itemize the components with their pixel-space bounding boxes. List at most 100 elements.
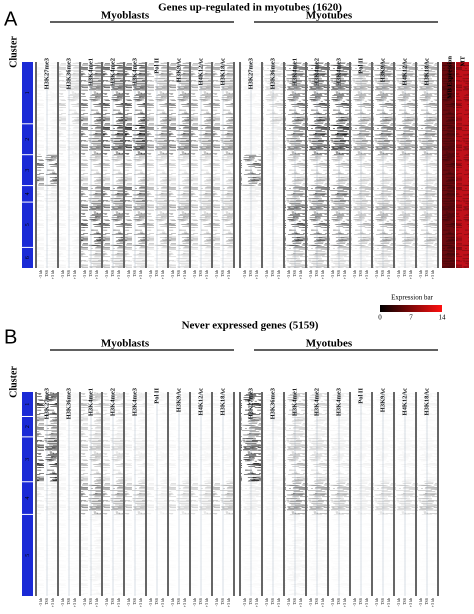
row-axis-label: Cluster bbox=[8, 36, 19, 68]
column-axis-label: -3 kb bbox=[38, 598, 43, 606]
column-axis-label: +3 kb bbox=[430, 598, 435, 607]
column-axis-label: TSS bbox=[176, 598, 181, 605]
column-axis-label: TSS bbox=[154, 270, 159, 277]
legend-tick: 0 bbox=[378, 314, 382, 322]
column-axis-label: TSS bbox=[198, 270, 203, 277]
column-axis-label: +3 kb bbox=[226, 598, 231, 607]
legend-tick: 7 bbox=[409, 314, 413, 322]
column-axis-label: -3 kb bbox=[148, 270, 153, 278]
panel-label: A bbox=[4, 8, 18, 30]
column-axis-label: +3 kb bbox=[408, 598, 413, 607]
column-axis-label: -3 kb bbox=[82, 270, 87, 278]
column-axis-label: -3 kb bbox=[330, 270, 335, 278]
column-axis-label: +3 kb bbox=[160, 270, 165, 279]
column-axis-label: -3 kb bbox=[60, 270, 65, 278]
column-axis-label: TSS bbox=[424, 270, 429, 277]
column-axis-label: -3 kb bbox=[330, 598, 335, 606]
column-axis-label: -3 kb bbox=[126, 598, 131, 606]
column-axis-label: TSS bbox=[132, 598, 137, 605]
column-axis-label: +3 kb bbox=[320, 598, 325, 607]
group-label: Myoblasts bbox=[101, 10, 150, 22]
column-axis-label: TSS bbox=[110, 598, 115, 605]
column-axis-label: TSS bbox=[336, 598, 341, 605]
column-axis-label: +3 kb bbox=[182, 270, 187, 279]
column-axis-label: +3 kb bbox=[386, 270, 391, 279]
column-axis-label: TSS bbox=[88, 270, 93, 277]
column-axis-label: -3 kb bbox=[192, 598, 197, 606]
group-label: Myotubes bbox=[306, 338, 353, 350]
column-axis-label: +3 kb bbox=[254, 598, 259, 607]
column-axis-label: TSS bbox=[176, 270, 181, 277]
column-axis-label: +3 kb bbox=[320, 270, 325, 279]
column-axis-label: +3 kb bbox=[160, 598, 165, 607]
column-axis-label: +3 kb bbox=[298, 270, 303, 279]
column-axis-label: TSS bbox=[270, 598, 275, 605]
column-axis-label: -3 kb bbox=[352, 598, 357, 606]
expression-texture bbox=[442, 62, 455, 268]
column-axis-label: +3 kb bbox=[116, 270, 121, 279]
column-axis-label: +3 kb bbox=[386, 598, 391, 607]
column-axis-label: -3 kb bbox=[264, 270, 269, 278]
column-axis-label: -3 kb bbox=[264, 598, 269, 606]
column-axis-label: TSS bbox=[336, 270, 341, 277]
column-axis-label: TSS bbox=[424, 598, 429, 605]
cluster-label: 3 bbox=[25, 169, 31, 172]
column-axis-label: +3 kb bbox=[50, 270, 55, 279]
column-axis-label: -3 kb bbox=[374, 598, 379, 606]
column-axis-label: -3 kb bbox=[104, 598, 109, 606]
group-label: Myotubes bbox=[306, 10, 353, 22]
column-axis-label: +3 kb bbox=[116, 598, 121, 607]
cluster-label: 2 bbox=[25, 425, 31, 428]
column-axis-label: TSS bbox=[402, 270, 407, 277]
column-axis-label: +3 kb bbox=[276, 598, 281, 607]
column-axis-label: TSS bbox=[358, 598, 363, 605]
column-axis-label: -3 kb bbox=[192, 270, 197, 278]
column-axis-label: +3 kb bbox=[342, 270, 347, 279]
column-axis-label: +3 kb bbox=[226, 270, 231, 279]
column-axis-label: -3 kb bbox=[242, 270, 247, 278]
column-axis-label: TSS bbox=[248, 270, 253, 277]
column-axis-label: -3 kb bbox=[170, 270, 175, 278]
column-axis-label: TSS bbox=[292, 598, 297, 605]
column-axis-label: -3 kb bbox=[242, 598, 247, 606]
column-axis-label: TSS bbox=[66, 598, 71, 605]
column-axis-label: +3 kb bbox=[94, 270, 99, 279]
column-axis-label: TSS bbox=[402, 598, 407, 605]
panel-title: Never expressed genes (5159) bbox=[182, 320, 319, 332]
column-axis-label: TSS bbox=[198, 598, 203, 605]
cluster-label: 5 bbox=[25, 554, 31, 557]
column-axis-label: +3 kb bbox=[204, 598, 209, 607]
column-axis-label: +3 kb bbox=[204, 270, 209, 279]
column-axis-label: -3 kb bbox=[126, 270, 131, 278]
column-axis-label: TSS bbox=[314, 270, 319, 277]
column-axis-label: -3 kb bbox=[374, 270, 379, 278]
legend-gradient bbox=[380, 305, 442, 312]
column-axis-label: +3 kb bbox=[276, 270, 281, 279]
column-axis-label: -3 kb bbox=[60, 598, 65, 606]
column-axis-label: TSS bbox=[132, 270, 137, 277]
cluster-label: 3 bbox=[25, 458, 31, 461]
column-axis-label: -3 kb bbox=[82, 598, 87, 606]
column-axis-label: -3 kb bbox=[352, 270, 357, 278]
group-label: Myoblasts bbox=[101, 338, 150, 350]
column-axis-label: +3 kb bbox=[72, 270, 77, 279]
column-axis-label: TSS bbox=[44, 598, 49, 605]
column-axis-label: TSS bbox=[66, 270, 71, 277]
column-axis-label: +3 kb bbox=[254, 270, 259, 279]
column-axis-label: +3 kb bbox=[430, 270, 435, 279]
column-axis-label: -3 kb bbox=[308, 270, 313, 278]
column-axis-label: TSS bbox=[154, 598, 159, 605]
column-axis-label: -3 kb bbox=[170, 598, 175, 606]
column-label: MB Expression bbox=[446, 56, 453, 99]
column-axis-label: TSS bbox=[314, 598, 319, 605]
column-axis-label: +3 kb bbox=[138, 598, 143, 607]
column-axis-label: -3 kb bbox=[214, 270, 219, 278]
column-axis-label: TSS bbox=[292, 270, 297, 277]
column-axis-label: +3 kb bbox=[364, 270, 369, 279]
column-axis-label: TSS bbox=[270, 270, 275, 277]
legend-tick: 14 bbox=[439, 314, 447, 322]
column-axis-label: TSS bbox=[110, 270, 115, 277]
legend-title: Expression bar bbox=[391, 294, 433, 302]
column-axis-label: +3 kb bbox=[408, 270, 413, 279]
